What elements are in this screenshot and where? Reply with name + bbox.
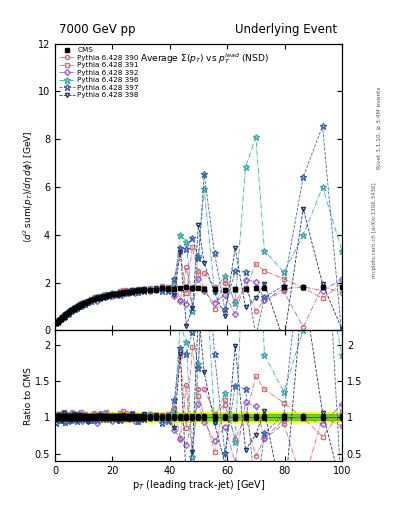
Text: mcplots.cern.ch [arXiv:1306.3436]: mcplots.cern.ch [arXiv:1306.3436] — [372, 183, 376, 278]
Pythia 6.428 397 — [340, 334, 344, 340]
Pythia 6.428 392 — [340, 276, 344, 283]
Pythia 6.428 392 — [86, 299, 90, 305]
Pythia 6.428 391 — [86, 300, 90, 306]
Pythia 6.428 390 — [130, 287, 135, 293]
Pythia 6.428 397 — [320, 123, 325, 129]
Pythia 6.428 392 — [54, 320, 59, 326]
Pythia 6.428 398 — [130, 287, 135, 293]
Legend: CMS, Pythia 6.428 390, Pythia 6.428 391, Pythia 6.428 392, Pythia 6.428 396, Pyt: CMS, Pythia 6.428 390, Pythia 6.428 391,… — [57, 46, 140, 100]
Pythia 6.428 398 — [118, 290, 123, 296]
X-axis label: p$_T$ (leading track-jet) [GeV]: p$_T$ (leading track-jet) [GeV] — [132, 478, 265, 493]
Pythia 6.428 392 — [222, 292, 227, 298]
Text: 7000 GeV pp: 7000 GeV pp — [59, 24, 136, 36]
Pythia 6.428 397 — [74, 305, 79, 311]
Pythia 6.428 391 — [71, 306, 76, 312]
Line: Pythia 6.428 398: Pythia 6.428 398 — [54, 207, 344, 343]
Line: Pythia 6.428 392: Pythia 6.428 392 — [54, 278, 344, 325]
Pythia 6.428 390 — [340, 290, 344, 296]
Y-axis label: Ratio to CMS: Ratio to CMS — [24, 367, 33, 424]
Pythia 6.428 396 — [71, 305, 76, 311]
Pythia 6.428 392 — [118, 290, 123, 296]
Pythia 6.428 391 — [118, 288, 123, 294]
Pythia 6.428 390 — [86, 299, 90, 305]
Pythia 6.428 397 — [71, 306, 76, 312]
Pythia 6.428 398 — [54, 320, 59, 326]
Pythia 6.428 398 — [281, 338, 286, 344]
Pythia 6.428 398 — [340, 326, 344, 332]
Pythia 6.428 390 — [233, 298, 237, 305]
Line: Pythia 6.428 391: Pythia 6.428 391 — [54, 245, 344, 325]
Pythia 6.428 391 — [190, 244, 195, 250]
Pythia 6.428 396 — [222, 272, 227, 279]
Pythia 6.428 392 — [74, 304, 79, 310]
Pythia 6.428 396 — [86, 298, 90, 304]
Pythia 6.428 390 — [74, 304, 79, 310]
Pythia 6.428 397 — [54, 320, 59, 326]
Pythia 6.428 391 — [54, 319, 59, 326]
Pythia 6.428 398 — [222, 313, 227, 319]
Pythia 6.428 391 — [340, 280, 344, 286]
Pythia 6.428 391 — [233, 287, 237, 293]
Bar — [55, 414, 342, 420]
Pythia 6.428 396 — [118, 290, 123, 296]
Pythia 6.428 398 — [71, 305, 76, 311]
Pythia 6.428 396 — [340, 248, 344, 254]
Text: Underlying Event: Underlying Event — [235, 24, 338, 36]
Text: Average $\Sigma(p_T)$ vs $p_T^{lead}$ (NSD): Average $\Sigma(p_T)$ vs $p_T^{lead}$ (N… — [140, 51, 269, 66]
Bar — [55, 412, 342, 422]
Pythia 6.428 397 — [130, 289, 135, 295]
Pythia 6.428 398 — [301, 206, 305, 212]
Pythia 6.428 391 — [74, 304, 79, 310]
Pythia 6.428 390 — [301, 324, 305, 330]
Pythia 6.428 397 — [118, 292, 123, 298]
Pythia 6.428 390 — [71, 306, 76, 312]
Pythia 6.428 390 — [184, 264, 189, 270]
Pythia 6.428 392 — [71, 306, 76, 312]
Pythia 6.428 398 — [86, 300, 90, 306]
Pythia 6.428 392 — [130, 288, 135, 294]
Y-axis label: $\langle d^2\,\mathrm{sum}(p_T)/d\eta\,d\phi\rangle$ [GeV]: $\langle d^2\,\mathrm{sum}(p_T)/d\eta\,d… — [22, 131, 37, 243]
Text: Rivet 3.1.10, ≥ 3.4M events: Rivet 3.1.10, ≥ 3.4M events — [377, 87, 382, 169]
Line: Pythia 6.428 396: Pythia 6.428 396 — [53, 134, 345, 327]
Pythia 6.428 397 — [86, 299, 90, 305]
Pythia 6.428 390 — [54, 319, 59, 326]
Pythia 6.428 397 — [222, 306, 227, 312]
Line: Pythia 6.428 390: Pythia 6.428 390 — [54, 265, 344, 329]
Pythia 6.428 390 — [118, 289, 123, 295]
Pythia 6.428 391 — [130, 287, 135, 293]
Pythia 6.428 396 — [74, 304, 79, 310]
Line: Pythia 6.428 397: Pythia 6.428 397 — [53, 122, 345, 340]
Pythia 6.428 396 — [130, 289, 135, 295]
Pythia 6.428 396 — [54, 320, 59, 326]
Pythia 6.428 398 — [74, 305, 79, 311]
Pythia 6.428 396 — [253, 134, 258, 140]
